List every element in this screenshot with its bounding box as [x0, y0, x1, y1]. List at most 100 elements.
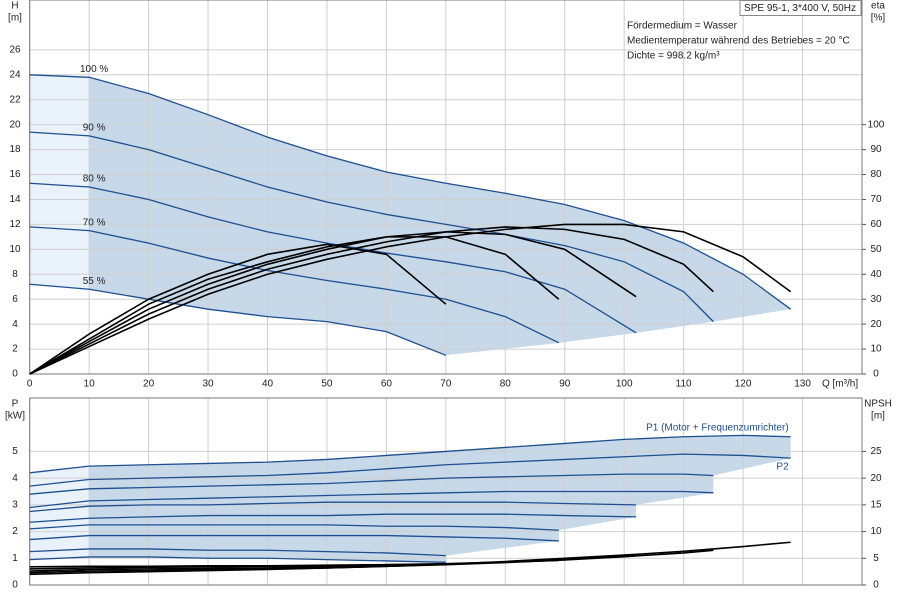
curve	[29, 548, 446, 557]
y-axis-label: H	[11, 1, 18, 12]
y-tick-label: 22	[9, 94, 21, 105]
curve-label: 100 %	[80, 64, 108, 75]
secondary-curve	[29, 243, 447, 375]
curve-label: 80 %	[83, 174, 106, 185]
y-tick-label: 0	[12, 369, 18, 380]
y-tick-label: 2	[12, 344, 18, 355]
curve	[29, 556, 446, 563]
y2-axis-unit: [%]	[871, 13, 886, 24]
y-tick-label: 2	[12, 526, 18, 537]
y-tick-label: 20	[9, 119, 21, 130]
y2-tick-label: 0	[873, 369, 879, 380]
y2-tick-label: 100	[868, 119, 885, 130]
y2-tick-label: 5	[873, 553, 879, 564]
x-tick-label: 110	[676, 379, 692, 390]
plot-frame	[29, 0, 863, 375]
y-tick-label: 8	[12, 269, 18, 280]
x-tick-label: 50	[321, 379, 333, 390]
curve	[29, 226, 560, 344]
x-tick-label: 40	[262, 379, 274, 390]
secondary-curve	[29, 231, 637, 375]
y-axis-label: P	[12, 399, 19, 410]
y-axis-unit: [kW]	[5, 411, 25, 422]
curve	[29, 490, 714, 509]
plot-layer: 0 1 2 3 4 5 0 5 10 15 20 25 P[kW] NPSH[m] P1 (Motor + …	[5, 397, 892, 591]
plot-frame	[29, 397, 863, 586]
y2-tick-label: 70	[870, 194, 882, 205]
x-tick-label: 0	[27, 379, 33, 390]
curve	[29, 473, 714, 495]
y-tick-label: 10	[9, 244, 21, 255]
operating-range-light	[29, 74, 90, 290]
secondary-curve	[29, 223, 792, 375]
x-tick-label: 120	[735, 379, 752, 390]
curve	[29, 182, 637, 334]
curve	[29, 524, 559, 531]
title-box	[739, 0, 862, 16]
y-tick-label: 5	[12, 446, 18, 457]
curve-label: P2	[776, 462, 789, 473]
chart-title: SPE 95-1, 3*400 V, 50Hz	[744, 3, 856, 14]
curve	[29, 513, 637, 523]
y-tick-label: 3	[12, 499, 18, 510]
curve-label: P1 (Motor + Frequenzumrichter)	[646, 422, 789, 433]
x-axis-label: Q [m³/h]	[822, 379, 858, 390]
y-tick-label: 4	[12, 473, 18, 484]
x-tick-label: 30	[202, 379, 214, 390]
y-tick-label: 0	[12, 580, 18, 591]
y-axis-unit: [m]	[8, 13, 22, 24]
x-tick-label: 80	[500, 379, 512, 390]
y2-axis-label: eta	[871, 1, 885, 12]
y2-axis-unit: [m]	[871, 411, 885, 422]
y-tick-label: 12	[9, 219, 21, 230]
curve-label: 70 %	[83, 217, 106, 228]
curve-label: 55 %	[83, 276, 106, 287]
y-tick-label: 4	[12, 319, 18, 330]
curve	[29, 501, 637, 513]
y2-tick-label: 0	[873, 580, 879, 591]
curve	[29, 131, 714, 323]
curve	[29, 434, 791, 474]
y2-tick-label: 90	[870, 144, 882, 155]
x-tick-label: 20	[143, 379, 155, 390]
x-tick-label: 100	[616, 379, 633, 390]
y-tick-label: 1	[12, 553, 18, 564]
operating-range	[89, 77, 791, 356]
curve	[29, 74, 792, 310]
y2-tick-label: 10	[870, 344, 882, 355]
y-tick-label: 24	[9, 69, 21, 80]
annotation: Medientemperatur während des Betriebes =…	[627, 36, 850, 47]
y-tick-label: 26	[9, 45, 21, 56]
y-tick-label: 6	[12, 294, 18, 305]
y2-tick-label: 25	[870, 446, 882, 457]
y-tick-label: 18	[9, 144, 21, 155]
annotation: Fördermedium = Wasser	[627, 21, 738, 32]
curve	[29, 534, 559, 542]
secondary-curve	[29, 236, 560, 375]
y2-tick-label: 20	[870, 473, 882, 484]
curve	[29, 283, 447, 356]
y2-tick-label: 50	[870, 244, 882, 255]
y2-tick-label: 15	[870, 499, 882, 510]
annotation: Dichte = 998.2 kg/m³	[627, 51, 720, 62]
x-tick-label: 90	[559, 379, 571, 390]
operating-range	[89, 435, 791, 563]
x-tick-label: 130	[794, 379, 811, 390]
y2-tick-label: 20	[870, 319, 882, 330]
y2-tick-label: 10	[870, 526, 882, 537]
x-tick-label: 60	[381, 379, 393, 390]
y-tick-label: 16	[9, 169, 21, 180]
y2-tick-label: 60	[870, 219, 882, 230]
x-tick-label: 70	[440, 379, 452, 390]
curve	[29, 453, 791, 487]
y2-tick-label: 40	[870, 269, 882, 280]
y2-axis-label: NPSH	[864, 399, 892, 410]
y-tick-label: 14	[9, 194, 21, 205]
secondary-curve	[29, 226, 714, 375]
curve-label: 90 %	[83, 123, 106, 134]
y2-tick-label: 30	[870, 294, 882, 305]
y2-tick-label: 80	[870, 169, 882, 180]
secondary-curve	[29, 563, 446, 568]
x-tick-label: 10	[84, 379, 96, 390]
